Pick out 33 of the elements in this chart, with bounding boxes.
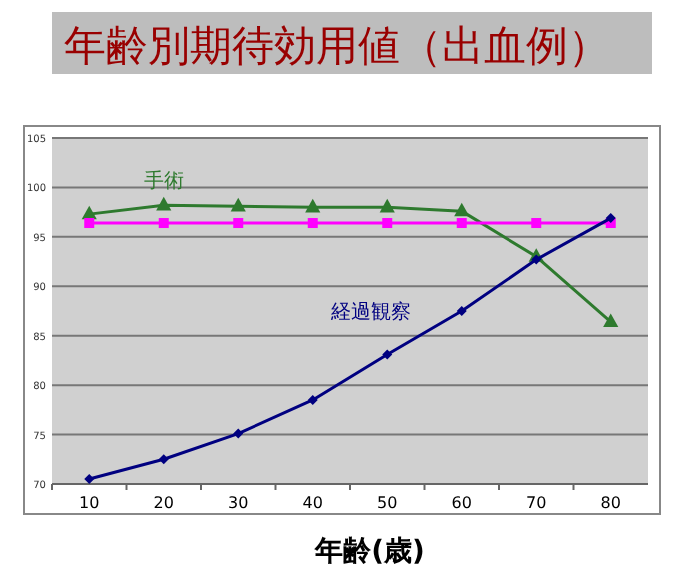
point (307, 394, 318, 405)
point (382, 218, 393, 229)
point (456, 306, 467, 316)
point (531, 254, 542, 265)
x-tick-label: 80 (600, 494, 621, 512)
x-tick-label: 10 (79, 494, 100, 512)
point (454, 202, 470, 217)
point (158, 218, 169, 229)
point (233, 218, 244, 229)
point (305, 198, 321, 213)
x-tick-label: 70 (526, 494, 547, 512)
point (603, 313, 619, 328)
series-label: 手術 (143, 169, 184, 194)
x-tick-label: 50 (377, 494, 398, 512)
point (84, 218, 95, 229)
point (307, 218, 318, 229)
point (605, 213, 616, 224)
point (233, 428, 244, 439)
point (158, 454, 169, 465)
x-axis-title: 年齢(歳) (313, 536, 425, 568)
x-tick-label: 40 (302, 494, 323, 512)
point (456, 218, 467, 229)
point (379, 198, 395, 213)
point (230, 197, 246, 212)
point (84, 474, 95, 485)
point (382, 349, 393, 360)
x-tick-label: 30 (228, 494, 249, 512)
x-tick-label: 20 (153, 494, 174, 512)
point (531, 218, 542, 229)
x-tick-label: 60 (451, 494, 472, 512)
point (156, 196, 172, 211)
series-label: 経過観察 (329, 300, 412, 325)
chart-title: 年齢別期待効用値（出血例） (64, 22, 610, 70)
